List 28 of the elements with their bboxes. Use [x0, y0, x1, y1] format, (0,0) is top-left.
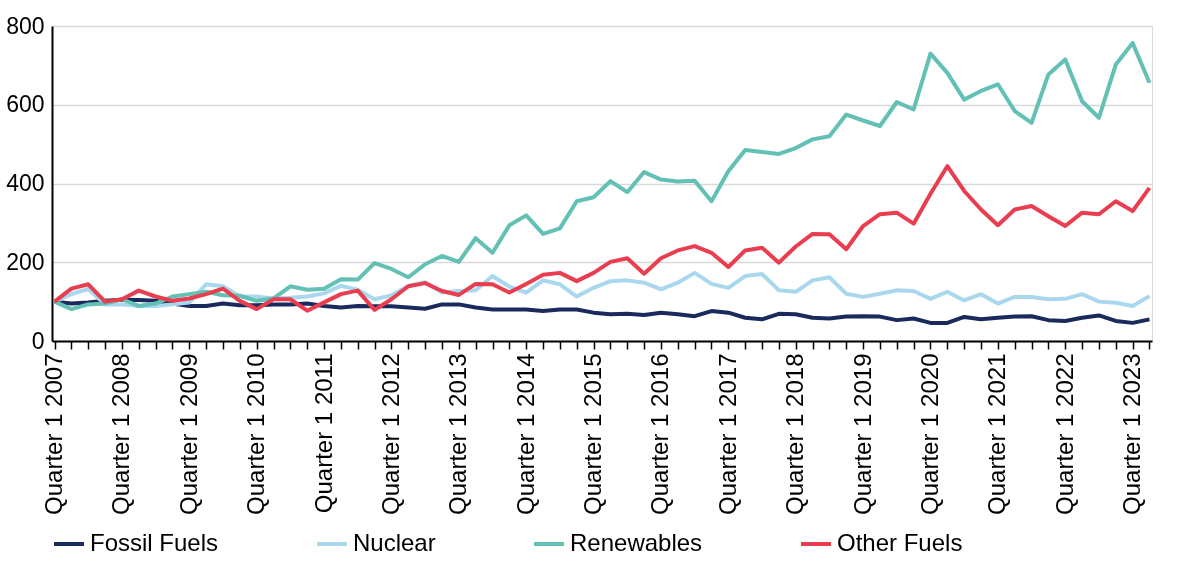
- x-tick-label: Quarter 1 2011: [309, 353, 337, 514]
- x-tick-label: Quarter 1 2023: [1118, 353, 1146, 515]
- y-tick-label: 800: [6, 12, 45, 39]
- legend-label: Other Fuels: [837, 529, 963, 556]
- y-tick-label: 400: [6, 170, 45, 196]
- x-tick-label: Quarter 1 2007: [40, 353, 68, 515]
- x-tick-label: Quarter 1 2013: [444, 353, 472, 515]
- x-tick-label: Quarter 1 2010: [242, 353, 270, 515]
- x-tick-label: Quarter 1 2022: [1050, 353, 1078, 515]
- line-series: [52, 164, 1152, 313]
- x-tick-label: Quarter 1 2009: [174, 353, 202, 515]
- x-tick-label: Quarter 1 2020: [915, 353, 943, 515]
- x-tick-label: Quarter 1 2021: [983, 353, 1011, 515]
- x-tick-label: Quarter 1 2012: [376, 353, 404, 515]
- line-series: [52, 40, 1152, 312]
- x-tick-label: Quarter 1 2015: [579, 353, 607, 515]
- y-tick-label: 0: [31, 327, 45, 354]
- x-tick-label: Quarter 1 2017: [713, 353, 741, 515]
- legend-label: Renewables: [570, 529, 703, 556]
- legend-label: Fossil Fuels: [90, 529, 219, 556]
- x-tick-label: Quarter 1 2008: [107, 353, 135, 515]
- x-tick-label: Quarter 1 2018: [781, 353, 809, 515]
- x-tick-label: Quarter 1 2014: [511, 353, 539, 515]
- x-tick-label: Quarter 1 2016: [646, 353, 674, 515]
- y-tick-label: 600: [6, 91, 45, 118]
- legend-label: Nuclear: [353, 529, 436, 556]
- x-tick-label: Quarter 1 2019: [848, 353, 876, 515]
- y-tick-label: 200: [6, 248, 45, 275]
